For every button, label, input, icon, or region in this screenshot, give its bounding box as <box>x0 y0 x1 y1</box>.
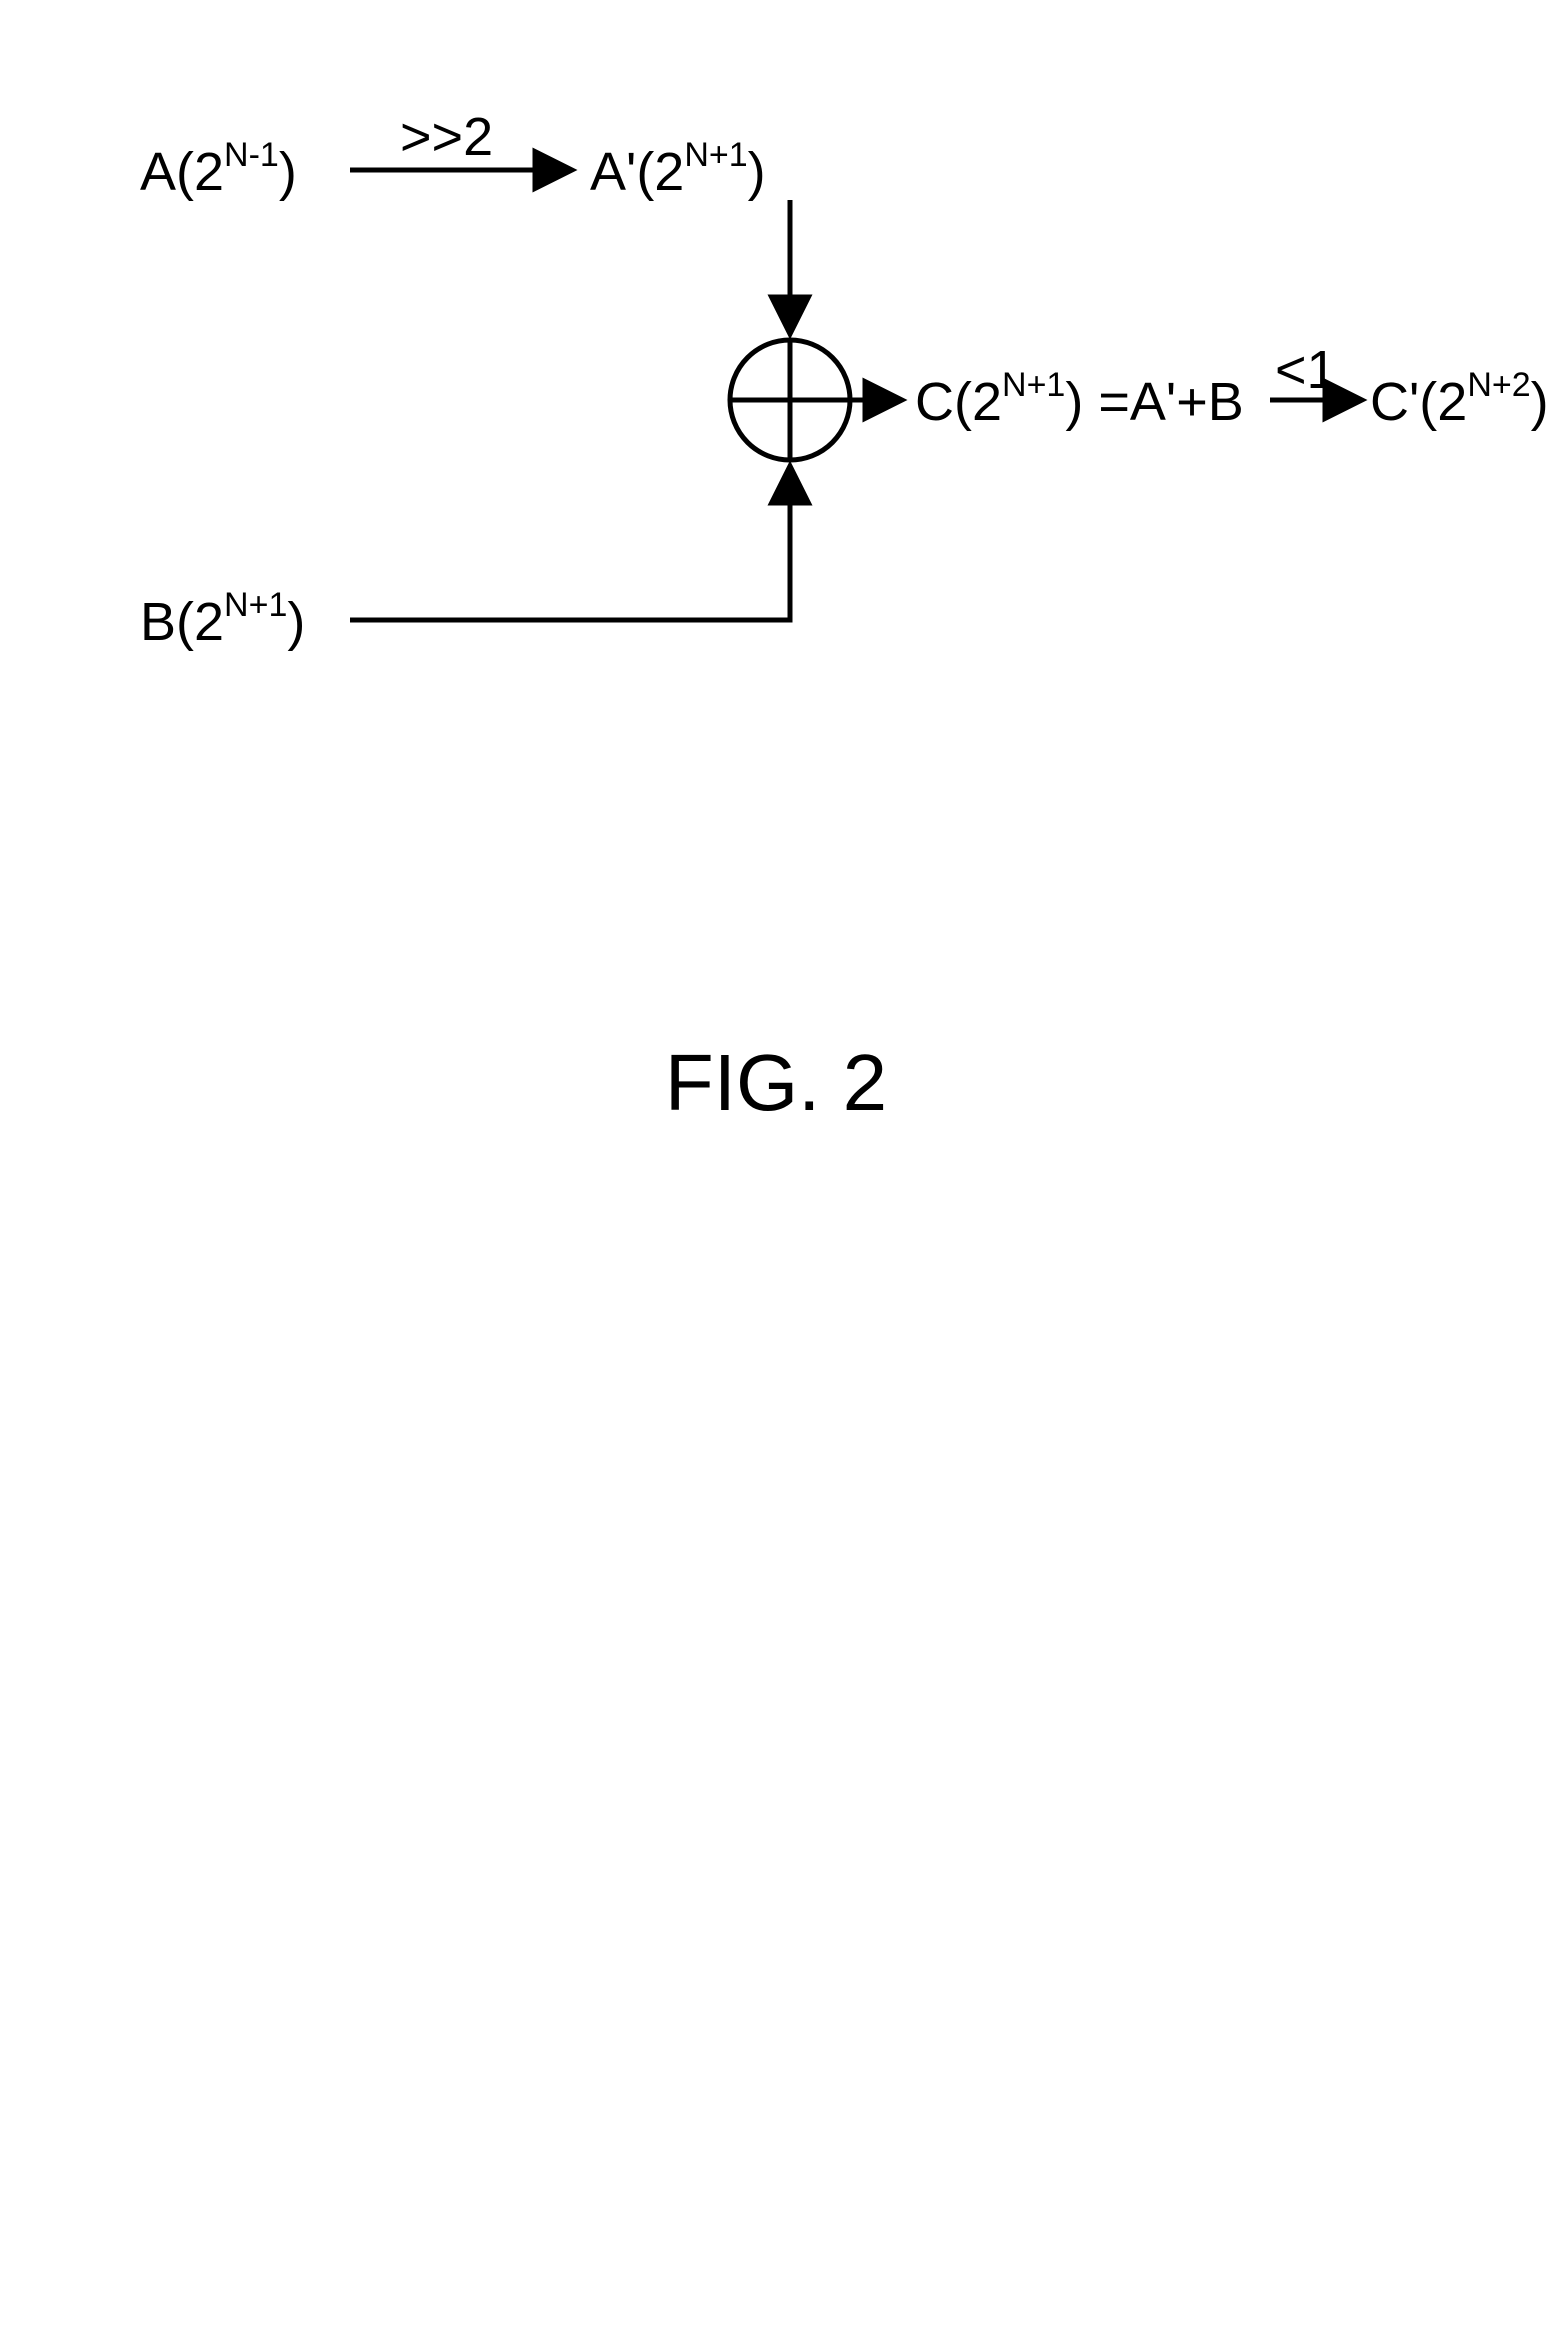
adder-node <box>730 340 850 460</box>
figure-label: FIG. 2 <box>665 1038 887 1127</box>
node-Aprime-label: A'(2N+1) <box>590 136 766 202</box>
node-C-label: C(2N+1) =A'+B <box>915 366 1244 432</box>
diagram-canvas: A(2N-1) >>2 A'(2N+1) B(2N+1) C(2N+1) =A'… <box>0 0 1552 2340</box>
node-A-label: A(2N-1) <box>140 136 297 202</box>
shift-A-label: >>2 <box>400 107 493 167</box>
node-B-label: B(2N+1) <box>140 586 305 652</box>
shift-C-label: <1 <box>1275 340 1337 400</box>
node-Cprime-label: C'(2N+2) <box>1370 366 1549 432</box>
edge-B-to-adder <box>350 468 790 620</box>
